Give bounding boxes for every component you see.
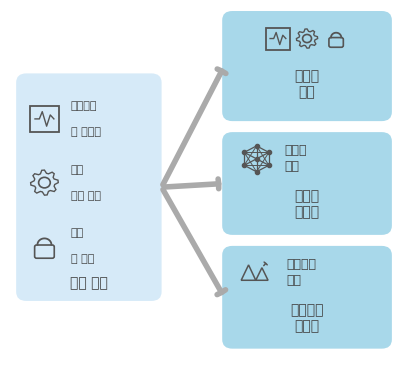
Text: 전문화: 전문화 xyxy=(295,205,320,219)
FancyBboxPatch shape xyxy=(16,73,162,301)
Text: 플랫폼: 플랫폼 xyxy=(295,189,320,203)
FancyBboxPatch shape xyxy=(222,246,392,349)
Text: 워크로드: 워크로드 xyxy=(287,258,317,271)
Text: 및 복구: 및 복구 xyxy=(71,254,94,264)
Text: 운영: 운영 xyxy=(71,164,84,175)
Text: 규정 준수: 규정 준수 xyxy=(71,191,101,201)
Text: 개선된: 개선된 xyxy=(295,70,320,84)
Text: 및 가시성: 및 가시성 xyxy=(71,127,101,137)
Text: 플랫폼: 플랫폼 xyxy=(285,144,307,157)
FancyBboxPatch shape xyxy=(222,132,392,235)
Text: 보호: 보호 xyxy=(71,228,84,238)
Text: 전문화: 전문화 xyxy=(295,319,320,333)
FancyBboxPatch shape xyxy=(222,11,392,121)
Text: 워크로드: 워크로드 xyxy=(290,303,324,317)
Text: 작업: 작업 xyxy=(285,160,300,174)
Text: 관리 기준: 관리 기준 xyxy=(70,276,108,290)
Text: 작업: 작업 xyxy=(287,274,302,287)
Text: 인벤토리: 인벤토리 xyxy=(71,101,97,111)
Text: 기준: 기준 xyxy=(299,86,316,99)
